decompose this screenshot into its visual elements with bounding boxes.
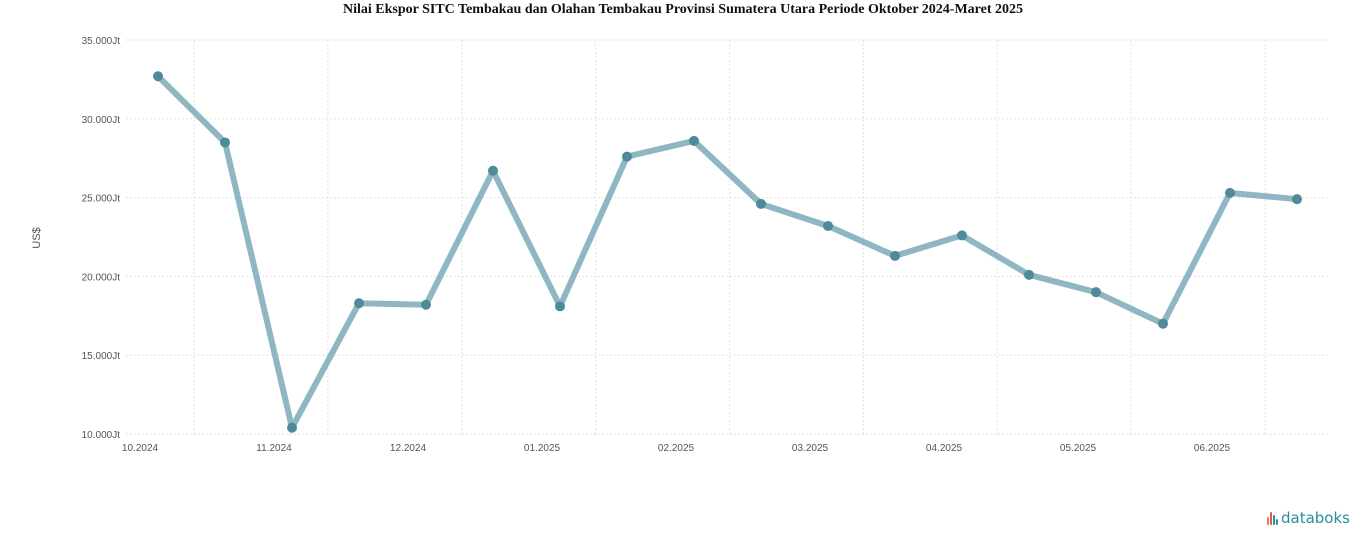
bars-logo-icon bbox=[1267, 511, 1278, 525]
y-tick-label: 10.000Jt bbox=[82, 430, 121, 441]
x-tick-label: 04.2025 bbox=[926, 443, 963, 454]
data-point bbox=[220, 137, 230, 148]
y-tick-label: 20.000Jt bbox=[82, 272, 121, 283]
data-point bbox=[1158, 318, 1168, 329]
x-tick-label: 10.2024 bbox=[122, 443, 159, 454]
series-line bbox=[155, 73, 1300, 431]
data-point bbox=[890, 250, 900, 261]
data-point bbox=[287, 422, 297, 433]
y-tick-label: 25.000Jt bbox=[82, 194, 121, 205]
grid-lines bbox=[126, 39, 1328, 435]
data-point bbox=[1091, 287, 1101, 298]
y-tick-label: 15.000Jt bbox=[82, 351, 121, 362]
x-tick-label: 11.2024 bbox=[256, 443, 292, 454]
y-axis-label: US$ bbox=[31, 227, 43, 248]
data-point bbox=[488, 165, 498, 176]
databoks-logo: databoks bbox=[1267, 509, 1350, 527]
data-point bbox=[421, 299, 431, 310]
data-point bbox=[1292, 194, 1302, 205]
data-point bbox=[957, 230, 967, 241]
series-group bbox=[153, 71, 1302, 433]
x-axis-ticks: 10.2024 11.2024 12.2024 01.2025 02.2025 03.20… bbox=[122, 443, 1231, 454]
data-point bbox=[823, 220, 833, 231]
chart-title: Nilai Ekspor SITC Tembakau dan Olahan Te… bbox=[343, 2, 1023, 17]
x-tick-label: 03.2025 bbox=[792, 443, 829, 454]
data-point bbox=[756, 198, 766, 209]
data-point bbox=[1225, 187, 1235, 198]
data-point bbox=[689, 135, 699, 146]
x-tick-label: 05.2025 bbox=[1060, 443, 1097, 454]
x-tick-label: 12.2024 bbox=[390, 443, 427, 454]
x-tick-label: 02.2025 bbox=[658, 443, 695, 454]
y-tick-label: 35.000Jt bbox=[82, 36, 121, 47]
data-point bbox=[555, 301, 565, 312]
brand-name: databoks bbox=[1281, 509, 1350, 527]
x-tick-label: 01.2025 bbox=[524, 443, 561, 454]
data-point bbox=[1024, 269, 1034, 280]
y-tick-label: 30.000Jt bbox=[82, 115, 121, 126]
y-axis-ticks: 10.000Jt 15.000Jt 20.000Jt 25.000Jt 30.000Jt… bbox=[82, 36, 121, 441]
data-point bbox=[354, 298, 364, 309]
data-point bbox=[153, 71, 163, 82]
data-point bbox=[622, 151, 632, 162]
x-tick-label: 06.2025 bbox=[1194, 443, 1231, 454]
